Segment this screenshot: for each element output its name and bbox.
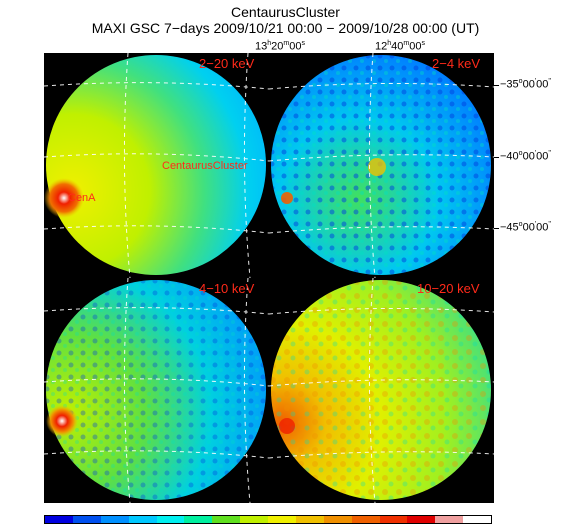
colorbar-swatch [45,516,73,523]
colorbar-swatch [323,516,352,523]
dec-label-35: −35o00'00'' [500,78,552,91]
colorbar-swatch [268,516,296,523]
map-subtitle: MAXI GSC 7−days 2009/10/21 00:00 − 2009/… [91,20,480,36]
source-label-centaurus-cluster: CentaurusCluster [162,160,248,172]
ra-label-1320: 13h20m00s [255,40,305,53]
sky-map-4-10kev: 4−10 keV [44,278,269,503]
map-title: CentaurusCluster [231,4,340,20]
dec-label-40: −40o00'00'' [500,150,552,163]
sky-map-10-20kev: 10−20 keV [269,278,494,503]
source-label-cena: CenA [68,192,96,204]
dec-tick [493,85,499,86]
sky-map-2-20kev: 2−20 keV CentaurusCluster CenA [44,53,269,278]
colorbar-swatch [407,516,436,523]
colorbar-swatch [240,516,268,523]
sky-map-2-4kev: 2−4 keV [269,53,494,278]
colorbar [44,515,492,524]
colorbar-swatch [212,516,241,523]
dec-label-45: −45o00'00'' [500,221,552,234]
colorbar-swatch [184,516,213,523]
colorbar-swatch [156,516,185,523]
colorbar-swatch [128,516,157,523]
energy-band-label: 2−4 keV [432,56,481,71]
colorbar-swatch [295,516,324,523]
colorbar-swatch [72,516,101,523]
dec-tick [493,157,499,158]
colorbar-swatch [463,516,491,523]
energy-band-label: 10−20 keV [417,281,480,296]
colorbar-swatch [351,516,380,523]
energy-band-label: 4−10 keV [199,281,255,296]
dec-tick [493,228,499,229]
colorbar-swatch [379,516,408,523]
ra-label-1240: 12h40m00s [375,40,425,53]
energy-band-label: 2−20 keV [199,56,255,71]
colorbar-swatch [100,516,129,523]
colorbar-swatch [435,516,464,523]
